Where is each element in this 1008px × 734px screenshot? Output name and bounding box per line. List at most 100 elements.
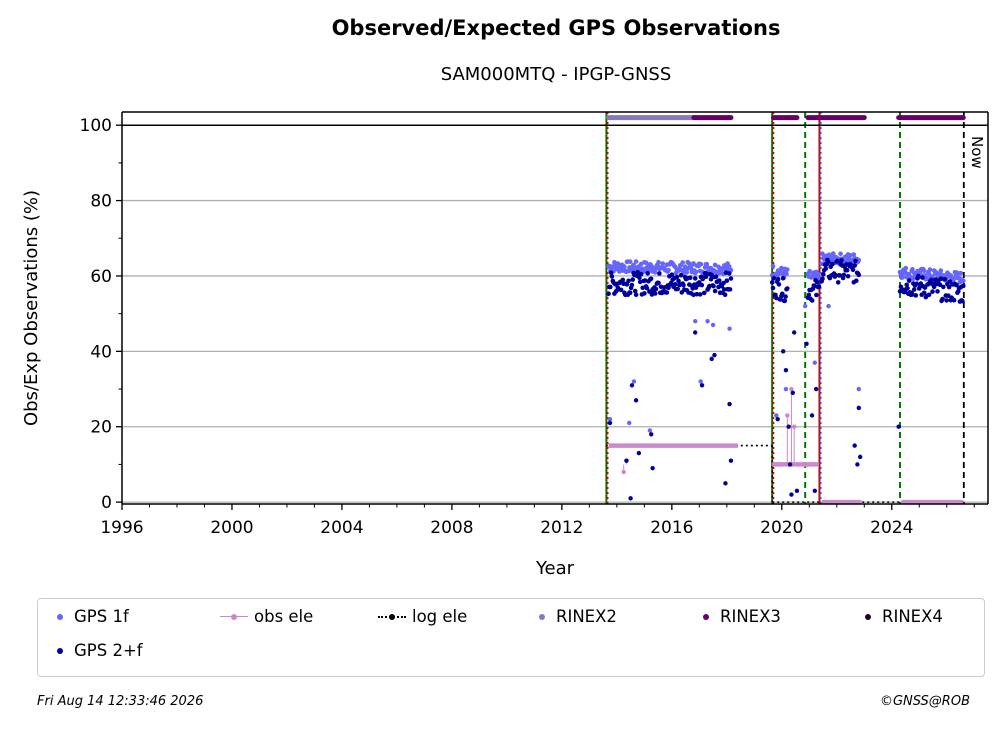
gps2f-point: [960, 298, 965, 304]
gps2f-point: [946, 293, 951, 299]
gps2f-point: [856, 272, 862, 278]
gps2f-point: [951, 297, 957, 303]
x-axis-label: Year: [535, 558, 575, 579]
gps1f-point: [815, 271, 821, 277]
gps1f-outlier-14: [856, 386, 861, 392]
gps1f-outlier-0: [607, 416, 613, 422]
gps2f-point: [911, 287, 917, 292]
gps2f-outlier-23: [794, 488, 800, 494]
legend-label-rinex4: RINEX4: [882, 607, 943, 626]
gps2f-point: [835, 280, 841, 285]
gps2f-outlier-30: [856, 405, 861, 411]
gps2f-point: [681, 283, 686, 288]
gps2f-outlier-1: [624, 458, 629, 463]
gps2f-point: [852, 263, 857, 268]
gps2f-point: [821, 272, 826, 277]
gps2f-outlier-8: [693, 330, 698, 335]
gps1f-point: [820, 251, 825, 256]
gps2f-outlier-25: [809, 413, 815, 418]
gps2f-point: [676, 278, 681, 284]
gps1f-point: [910, 267, 915, 272]
data-layer: [605, 115, 966, 505]
gps2f-point: [658, 284, 664, 290]
gps2f-outlier-18: [786, 424, 791, 429]
x-tick-label-2004: 2004: [320, 518, 363, 538]
gps2f-point: [926, 292, 932, 298]
gps2f-point: [913, 293, 919, 298]
gps2f-outlier-2: [628, 496, 633, 501]
gps1f-point: [693, 269, 699, 275]
chart-subtitle: SAM000MTQ - IPGP-GNSS: [440, 64, 672, 85]
gps2f-point: [657, 271, 662, 276]
gps1f-point: [770, 263, 776, 269]
gps2f-point: [916, 273, 921, 279]
gps2f-point: [914, 281, 919, 287]
gps2f-point: [940, 296, 945, 302]
gps2f-point: [692, 276, 698, 281]
gps2f-outlier-29: [855, 462, 860, 467]
gps2f-point: [675, 286, 680, 292]
gps2f-point: [809, 298, 815, 303]
gps1f-outlier-9: [774, 413, 779, 418]
x-tick-label-2008: 2008: [430, 518, 473, 538]
gps2f-point: [728, 276, 734, 281]
gps2f-point: [814, 292, 819, 298]
gps2f-outlier-3: [629, 383, 635, 388]
gps2f-point: [837, 273, 843, 278]
gps2f-outlier-10: [709, 356, 714, 362]
gps1f-point: [927, 267, 933, 272]
gps2f-point: [785, 286, 790, 291]
gps1f-outlier-2: [631, 379, 637, 384]
gps1f-point: [627, 259, 633, 265]
gps2f-point: [922, 285, 928, 290]
gps2f-point: [727, 287, 733, 292]
gps2f-outlier-5: [636, 450, 642, 456]
gps1f-point: [691, 261, 696, 266]
gps2f-outlier-16: [780, 349, 786, 354]
legend-item-gps2f: GPS 2+f: [52, 641, 143, 660]
gps2f-point: [839, 258, 844, 263]
legend-label-rinex3: RINEX3: [720, 607, 781, 626]
gps2f-point: [942, 277, 948, 282]
gps2f-outlier-0: [607, 420, 613, 426]
gps2f-point: [830, 261, 835, 267]
gps2f-point: [711, 283, 716, 289]
gps2f-point: [921, 290, 927, 296]
gps2f-point: [694, 291, 700, 297]
gps2f-point: [780, 291, 785, 297]
gps1f-outlier-5: [698, 379, 703, 384]
gps1f-outlier-7: [710, 322, 716, 328]
legend: GPS 1f obs ele log ele RINEX2 RINEX3 RINEX4 GP…: [37, 598, 985, 677]
x-tick-label-2024: 2024: [870, 518, 913, 538]
gps2f-point: [633, 292, 639, 298]
gps1f-outlier-4: [693, 318, 698, 324]
gps1f-point: [643, 260, 649, 266]
gps2f-outlier-6: [649, 432, 654, 437]
gps2f-point: [727, 271, 732, 276]
gps2f-outlier-22: [791, 330, 797, 335]
gps1f-point: [961, 278, 966, 284]
now-label: Now: [968, 136, 986, 169]
footer-credit: ©GNSS@ROB: [879, 694, 970, 709]
gps1f-point: [652, 270, 658, 275]
gps2f-point: [624, 282, 630, 287]
gps2f-point: [944, 298, 949, 303]
gps1f-point: [622, 264, 627, 270]
gps2f-point: [642, 291, 647, 296]
gps2f-point: [776, 282, 782, 287]
y-tick-label-40: 40: [90, 342, 112, 362]
gps2f-point: [850, 267, 856, 273]
gps2f-outlier-32: [896, 424, 901, 429]
gps2f-point: [608, 284, 613, 290]
gps2f-point: [697, 292, 703, 297]
gps2f-point: [835, 258, 840, 264]
legend-label-gps1f: GPS 1f: [74, 607, 129, 626]
x-tick-label-2016: 2016: [650, 518, 693, 538]
gps2f-point: [653, 286, 659, 292]
gps2f-point: [644, 285, 650, 291]
gps2f-outlier-26: [812, 488, 817, 494]
gps2f-point: [638, 271, 644, 277]
gps1f-point: [784, 271, 789, 277]
gps1f-outlier-13: [826, 303, 831, 309]
gps1f-point: [785, 267, 790, 272]
